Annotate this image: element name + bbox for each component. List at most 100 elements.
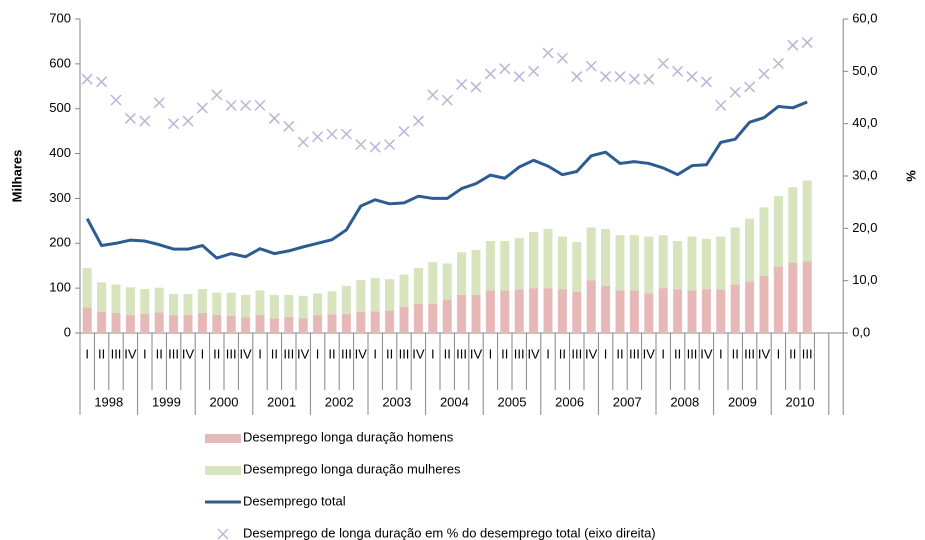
x-tick-label: IV [239,346,252,361]
x-tick-label: I [604,346,608,361]
marker [297,136,309,148]
y2-axis-title: % [903,170,918,182]
marker [254,99,266,111]
bar [341,313,351,333]
bar [658,235,668,289]
marker [326,128,338,140]
line [85,100,808,260]
bar [183,315,193,333]
marker [470,81,482,93]
y2-tick-label: 20,0 [852,220,877,235]
bar [313,315,323,333]
bar [788,187,798,263]
year-label: 1999 [152,394,181,409]
marker [513,71,525,83]
x-tick-label: I [431,346,435,361]
y-tick-label: 200 [49,235,71,250]
x-tick-label: I [489,346,493,361]
x-tick-label: II [98,346,105,361]
legend-swatch [205,466,241,475]
y2-tick-label: 30,0 [852,167,877,182]
x-tick-label: IV [412,346,425,361]
bar [658,288,668,333]
marker [772,57,784,70]
bar [802,261,812,333]
bar [226,292,236,316]
x-tick-label: III [341,346,352,361]
marker [542,47,554,59]
x-tick-label: III [456,346,467,361]
year-label: 2005 [498,394,527,409]
y-axis-title: Milhares [9,150,24,203]
year-label: 2001 [267,394,296,409]
y2-tick-label: 10,0 [852,272,877,287]
x-tick-label: III [629,346,640,361]
year-label: 2010 [786,394,815,409]
x-tick-label: I [777,346,781,361]
marker [686,71,698,83]
x-tick-label: III [226,346,237,361]
bar [269,318,279,333]
x-tick-label: II [328,346,335,361]
marker [441,94,453,106]
bar [529,232,539,289]
marker [369,141,381,153]
bar [471,250,481,295]
bar [543,228,553,289]
bar [356,311,366,333]
marker [672,65,684,77]
bar [140,313,150,333]
bar [773,196,783,267]
marker [225,99,237,111]
x-tick-label: III [283,346,294,361]
marker [96,76,108,88]
x-tick-label: I [201,346,205,361]
x-tick-label: II [213,346,220,361]
bar [745,281,755,333]
bar [298,295,308,319]
bar [471,294,481,333]
bar [111,312,121,333]
bar [125,315,135,333]
bar [255,315,265,333]
y-tick-label: 100 [49,280,71,295]
bar [572,291,582,333]
bar [586,280,596,333]
bar [197,289,207,313]
bar [169,315,179,333]
x-tick-label: II [271,346,278,361]
bar [255,290,265,316]
bar [572,241,582,292]
bar [341,285,351,314]
legend-swatch [205,434,241,443]
bar [140,289,150,314]
bar [154,312,164,333]
marker [412,115,424,127]
x-tick-label: II [674,346,681,361]
marker [787,39,799,51]
bar [673,241,683,290]
x-tick-label: II [732,346,739,361]
y-tick-label: 500 [49,100,71,115]
legend-label: Desemprego longa duração homens [243,429,454,444]
x-tick-label: I [143,346,147,361]
x-tick-label: I [719,346,723,361]
bar [629,235,639,291]
bar [802,180,812,262]
x-tick-label: II [559,346,566,361]
bar [399,306,409,333]
y-tick-label: 400 [49,145,71,160]
bar [716,236,726,290]
marker [758,68,770,80]
x-tick-label: III [111,346,122,361]
bar [745,218,755,282]
marker [211,89,223,101]
y2-tick-label: 50,0 [852,63,877,78]
bar [241,317,251,333]
y-tick-label: 600 [49,55,71,70]
bar [759,276,769,333]
bar [428,262,438,304]
bar [514,237,524,290]
year-label: 2007 [613,394,642,409]
x-tick-label: II [616,346,623,361]
